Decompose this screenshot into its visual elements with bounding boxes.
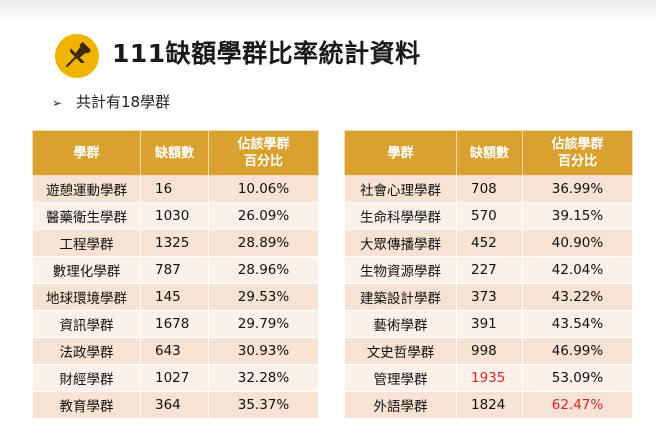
header-ratio-line1: 佔該學群 xyxy=(551,137,604,152)
arrow-bullet-icon: ➢ xyxy=(52,96,63,110)
header-ratio-line2: 百分比 xyxy=(557,154,597,169)
vacancies-cell: 145 xyxy=(140,283,209,311)
vacancies-cell: 373 xyxy=(456,283,523,311)
vacancies-cell: 1824 xyxy=(456,391,523,419)
vacancies-cell-highlight: 1935 xyxy=(456,364,523,392)
ratio-cell: 43.54% xyxy=(522,310,633,338)
ratio-cell: 53.09% xyxy=(522,364,633,392)
summary-line: ➢ 共計有18學群 xyxy=(52,92,170,112)
table-row: 大眾傳播學群 452 40.90% xyxy=(344,229,633,257)
ratio-cell: 42.04% xyxy=(522,256,633,284)
group-cell: 建築設計學群 xyxy=(344,283,457,311)
vacancies-cell: 364 xyxy=(140,391,209,419)
vacancies-cell: 787 xyxy=(140,256,209,284)
table-header-row: 學群 缺額數 佔該學群百分比 xyxy=(344,130,633,176)
group-cell: 地球環境學群 xyxy=(32,283,141,311)
vacancies-cell: 1325 xyxy=(140,229,209,257)
vacancies-cell: 452 xyxy=(456,229,523,257)
group-cell: 工程學群 xyxy=(32,229,141,257)
group-cell: 醫藥衛生學群 xyxy=(32,202,141,230)
group-cell: 文史哲學群 xyxy=(344,337,457,365)
vacancies-cell: 1030 xyxy=(140,202,209,230)
group-cell: 遊憩運動學群 xyxy=(32,175,141,203)
group-cell: 資訊學群 xyxy=(32,310,141,338)
summary-text: 共計有18學群 xyxy=(76,93,171,111)
table-row: 建築設計學群 373 43.22% xyxy=(344,283,633,311)
table-row: 數理化學群 787 28.96% xyxy=(32,256,319,284)
ratio-cell: 35.37% xyxy=(208,391,319,419)
ratio-cell: 36.99% xyxy=(522,175,633,203)
header-ratio-line2: 百分比 xyxy=(243,154,283,169)
page-title: 111缺額學群比率統計資料 xyxy=(112,39,421,68)
vacancies-cell: 643 xyxy=(140,337,209,365)
group-cell: 教育學群 xyxy=(32,391,141,419)
vacancies-cell: 16 xyxy=(140,175,209,203)
ratio-cell: 29.79% xyxy=(208,310,319,338)
group-cell: 外語學群 xyxy=(344,391,457,419)
header-group: 學群 xyxy=(32,130,141,176)
ratio-cell: 10.06% xyxy=(208,175,319,203)
header-ratio: 佔該學群 百分比 xyxy=(208,130,319,176)
table-row: 資訊學群 1678 29.79% xyxy=(32,310,319,338)
ratio-cell: 46.99% xyxy=(522,337,633,365)
group-cell: 大眾傳播學群 xyxy=(344,229,457,257)
table-row: 生命科學學群 570 39.15% xyxy=(344,202,633,230)
top-gradient-band xyxy=(0,0,656,20)
vacancies-cell: 998 xyxy=(456,337,523,365)
ratio-cell: 40.90% xyxy=(522,229,633,257)
group-cell: 生物資源學群 xyxy=(344,256,457,284)
ratio-cell: 32.28% xyxy=(208,364,319,392)
table-row: 遊憩運動學群 16 10.06% xyxy=(32,175,319,203)
ratio-cell: 43.22% xyxy=(522,283,633,311)
ratio-cell: 30.93% xyxy=(208,337,319,365)
ratio-cell: 28.96% xyxy=(208,256,319,284)
group-cell: 法政學群 xyxy=(32,337,141,365)
vacancies-cell: 1678 xyxy=(140,310,209,338)
group-cell: 管理學群 xyxy=(344,364,457,392)
header-ratio: 佔該學群 百分比 xyxy=(522,130,633,176)
header-group: 學群 xyxy=(344,130,457,176)
header-ratio-line1: 佔該學群 xyxy=(237,137,290,152)
table-row: 法政學群 643 30.93% xyxy=(32,337,319,365)
ratio-cell-highlight: 62.47% xyxy=(522,391,633,419)
table-row: 財經學群 1027 32.28% xyxy=(32,364,319,392)
group-cell: 生命科學學群 xyxy=(344,202,457,230)
vacancies-cell: 227 xyxy=(456,256,523,284)
group-cell: 社會心理學群 xyxy=(344,175,457,203)
vacancies-cell: 570 xyxy=(456,202,523,230)
header-vacancies: 缺額數 xyxy=(456,130,523,176)
group-cell: 藝術學群 xyxy=(344,310,457,338)
ratio-cell: 28.89% xyxy=(208,229,319,257)
header-vacancies: 缺額數 xyxy=(140,130,209,176)
table-row: 外語學群 1824 62.47% xyxy=(344,391,633,419)
table-header-row: 學群 缺額數 佔該學群百分比 xyxy=(32,130,319,176)
table-row: 文史哲學群 998 46.99% xyxy=(344,337,633,365)
group-cell: 數理化學群 xyxy=(32,256,141,284)
vacancies-cell: 708 xyxy=(456,175,523,203)
table-row: 教育學群 364 35.37% xyxy=(32,391,319,419)
table-row: 藝術學群 391 43.54% xyxy=(344,310,633,338)
table-row: 醫藥衛生學群 1030 26.09% xyxy=(32,202,319,230)
ratio-cell: 29.53% xyxy=(208,283,319,311)
vacancies-cell: 1027 xyxy=(140,364,209,392)
ratio-cell: 26.09% xyxy=(208,202,319,230)
pushpin-icon xyxy=(55,34,99,78)
table-row: 地球環境學群 145 29.53% xyxy=(32,283,319,311)
right-table: 學群 缺額數 佔該學群百分比 社會心理學群 708 36.99% 生命科學學群 570… xyxy=(344,130,633,419)
table-row: 工程學群 1325 28.89% xyxy=(32,229,319,257)
left-table: 學群 缺額數 佔該學群百分比 遊憩運動學群 16 10.06% 醫藥衛生學群 1030… xyxy=(32,130,319,419)
table-row: 社會心理學群 708 36.99% xyxy=(344,175,633,203)
ratio-cell: 39.15% xyxy=(522,202,633,230)
table-row: 管理學群 1935 53.09% xyxy=(344,364,633,392)
table-row: 生物資源學群 227 42.04% xyxy=(344,256,633,284)
vacancies-cell: 391 xyxy=(456,310,523,338)
group-cell: 財經學群 xyxy=(32,364,141,392)
